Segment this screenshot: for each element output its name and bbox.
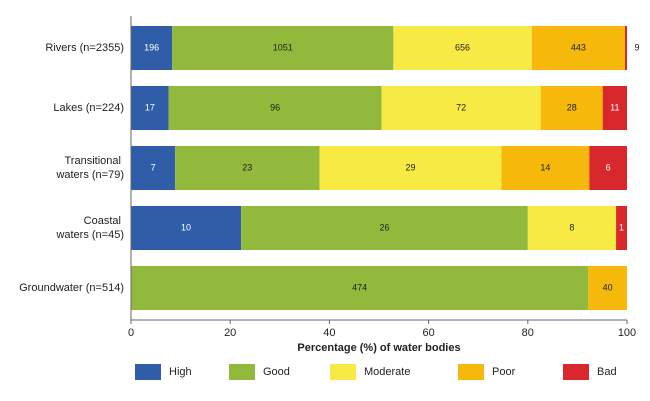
legend-label: Poor bbox=[492, 366, 516, 378]
y-tick-label: Groundwater (n=514) bbox=[19, 282, 124, 294]
bar-segment bbox=[381, 86, 541, 130]
data-label: 196 bbox=[144, 42, 159, 52]
y-tick-label: Lakes (n=224) bbox=[53, 102, 124, 114]
bar-segment bbox=[616, 206, 627, 250]
x-axis-title: Percentage (%) of water bodies bbox=[297, 342, 460, 354]
x-tick-label: 20 bbox=[224, 327, 236, 339]
bar-segment bbox=[588, 266, 627, 310]
legend-swatch bbox=[563, 364, 589, 380]
data-label: 40 bbox=[603, 282, 613, 292]
bar-segment bbox=[175, 146, 320, 190]
bar-segment bbox=[602, 86, 627, 130]
data-label: 72 bbox=[456, 102, 466, 112]
data-label: 1051 bbox=[273, 42, 293, 52]
data-label: 9 bbox=[634, 42, 639, 52]
x-tick-label: 0 bbox=[128, 327, 134, 339]
data-label: 96 bbox=[270, 102, 280, 112]
bar-segment bbox=[131, 86, 169, 130]
data-label: 17 bbox=[145, 102, 155, 112]
bar-segment bbox=[172, 26, 394, 70]
bar-segment bbox=[131, 146, 176, 190]
legend-swatch bbox=[330, 364, 356, 380]
data-label: 28 bbox=[567, 102, 577, 112]
data-label: 443 bbox=[571, 42, 586, 52]
legend-swatch bbox=[229, 364, 255, 380]
legend-swatch bbox=[135, 364, 161, 380]
data-label: 7 bbox=[151, 162, 156, 172]
bar-segment bbox=[131, 26, 173, 70]
data-label: 8 bbox=[569, 222, 574, 232]
bar-segment bbox=[319, 146, 502, 190]
bar-segment bbox=[393, 26, 532, 70]
data-label: 10 bbox=[181, 222, 191, 232]
legend-label: High bbox=[169, 366, 192, 378]
y-tick-label: Rivers (n=2355) bbox=[45, 42, 124, 54]
bar-segment bbox=[531, 26, 626, 70]
bar-segment bbox=[131, 206, 242, 250]
legend-label: Bad bbox=[597, 366, 617, 378]
bar-segment bbox=[241, 206, 528, 250]
y-tick-label: Coastal waters (n=45) bbox=[55, 215, 124, 241]
data-label: 29 bbox=[405, 162, 415, 172]
data-label: 11 bbox=[610, 102, 619, 112]
bar-segment bbox=[527, 206, 617, 250]
y-tick-label: Transitional waters (n=79) bbox=[55, 155, 124, 181]
data-label: 1 bbox=[619, 222, 624, 232]
x-tick-label: 100 bbox=[618, 327, 636, 339]
data-label: 656 bbox=[455, 42, 470, 52]
data-label: 6 bbox=[606, 162, 611, 172]
legend-label: Moderate bbox=[364, 366, 410, 378]
bar-segment bbox=[501, 146, 590, 190]
x-tick-label: 40 bbox=[323, 327, 335, 339]
bar-segment bbox=[589, 146, 627, 190]
bar-segment bbox=[540, 86, 603, 130]
data-label: 23 bbox=[242, 162, 252, 172]
data-label: 474 bbox=[352, 282, 367, 292]
data-label: 26 bbox=[379, 222, 389, 232]
x-tick-label: 80 bbox=[522, 327, 534, 339]
legend-label: Good bbox=[263, 366, 290, 378]
bar-segment bbox=[625, 26, 627, 70]
bar-segment bbox=[168, 86, 382, 130]
bar-segment bbox=[131, 266, 589, 310]
data-label: 14 bbox=[540, 162, 550, 172]
legend-swatch bbox=[458, 364, 484, 380]
x-tick-label: 60 bbox=[422, 327, 434, 339]
